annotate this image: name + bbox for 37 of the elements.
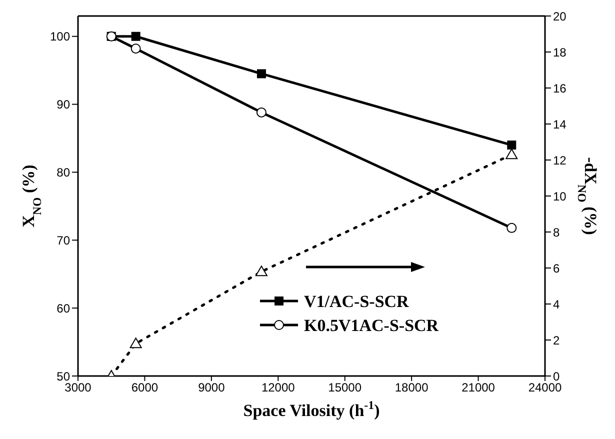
point	[130, 338, 142, 348]
y-tick-label: 90	[56, 98, 70, 112]
y2-tick-label: 8	[553, 225, 560, 240]
y-tick-label: 80	[56, 165, 70, 180]
y-tick-label: 70	[56, 233, 70, 248]
point	[507, 140, 516, 150]
x-axis-title: Space Vilosity (h$^{-1}$)	[243, 398, 380, 420]
point	[506, 148, 518, 160]
x-tick-label: 18000	[394, 380, 429, 395]
y2-tick-label: 4	[553, 297, 560, 312]
y-tick-label: 100	[50, 30, 70, 44]
legend-label: K0.5V1AC-S-SCR	[304, 316, 440, 335]
y2-tick-label: 12	[553, 153, 567, 168]
point	[506, 222, 517, 233]
y2-tick-label: 14	[553, 117, 567, 132]
point	[256, 69, 266, 78]
legend-label: V1/AC-S-SCR	[304, 292, 410, 311]
point	[130, 44, 141, 54]
y2-tick-label: 20	[553, 9, 567, 24]
y2-tick-label: 16	[553, 81, 567, 96]
x-tick-label: 6000	[131, 380, 158, 395]
y2-tick-label: 6	[553, 261, 560, 276]
point	[256, 107, 266, 118]
x-tick-label: 15000	[328, 380, 362, 395]
y-tick-label: 50	[56, 369, 70, 384]
y2-tick-label: 0	[553, 369, 560, 384]
y-tick-label: 60	[56, 301, 70, 316]
x-tick-label: 9000	[198, 380, 226, 395]
x-tick-label: 24000	[528, 380, 562, 395]
point	[131, 32, 140, 41]
y2-tick-label: 18	[553, 45, 567, 60]
point	[255, 266, 268, 276]
x-tick-label: 12000	[261, 380, 296, 395]
x-tick-label: 3000	[64, 380, 92, 395]
x-tick-label: 21000	[462, 380, 496, 395]
y2-tick-label: 2	[553, 333, 560, 348]
y2-tick-label: 10	[553, 189, 567, 204]
